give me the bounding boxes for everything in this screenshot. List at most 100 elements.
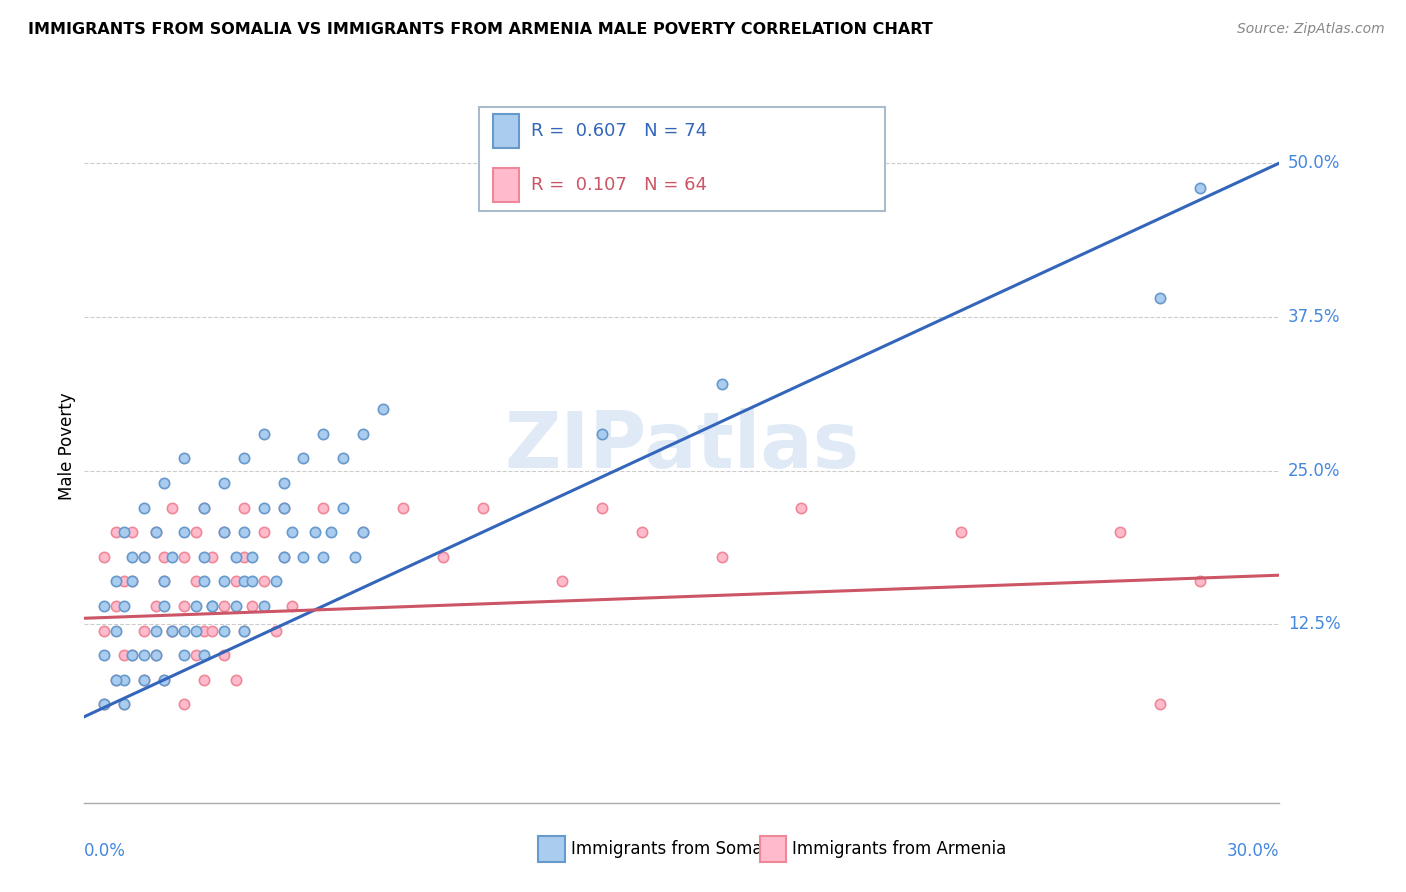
Point bbox=[352, 525, 374, 540]
Text: Immigrants from Armenia: Immigrants from Armenia bbox=[792, 840, 1007, 858]
Point bbox=[201, 624, 224, 638]
Point bbox=[93, 599, 115, 613]
Point bbox=[132, 648, 156, 662]
Point bbox=[112, 574, 135, 589]
Point bbox=[184, 648, 207, 662]
Text: 50.0%: 50.0% bbox=[1288, 154, 1340, 172]
Text: 30.0%: 30.0% bbox=[1227, 842, 1279, 860]
Point bbox=[253, 500, 276, 515]
Point bbox=[232, 500, 254, 515]
Point bbox=[93, 549, 115, 564]
Point bbox=[212, 525, 235, 540]
Point bbox=[112, 648, 135, 662]
Point bbox=[173, 624, 195, 638]
Point bbox=[105, 599, 128, 613]
Point bbox=[93, 624, 115, 638]
Point bbox=[280, 525, 302, 540]
Point bbox=[373, 402, 395, 417]
Point bbox=[173, 525, 195, 540]
Point bbox=[193, 500, 215, 515]
Point bbox=[153, 574, 176, 589]
Point bbox=[145, 525, 167, 540]
Point bbox=[232, 525, 254, 540]
Point bbox=[225, 574, 247, 589]
Point bbox=[173, 698, 195, 712]
Point bbox=[132, 549, 156, 564]
Point bbox=[392, 500, 415, 515]
Point bbox=[232, 574, 254, 589]
Text: 25.0%: 25.0% bbox=[1288, 461, 1340, 480]
Point bbox=[312, 500, 335, 515]
Text: Immigrants from Somalia: Immigrants from Somalia bbox=[571, 840, 782, 858]
Point bbox=[112, 673, 135, 687]
Point bbox=[105, 673, 128, 687]
Point bbox=[105, 624, 128, 638]
Point bbox=[132, 624, 156, 638]
Point bbox=[132, 549, 156, 564]
Point bbox=[253, 426, 276, 441]
Point bbox=[352, 426, 374, 441]
Bar bbox=[759, 837, 786, 862]
Point bbox=[153, 475, 176, 490]
Point bbox=[273, 549, 295, 564]
Point bbox=[193, 624, 215, 638]
Point bbox=[184, 574, 207, 589]
Text: IMMIGRANTS FROM SOMALIA VS IMMIGRANTS FROM ARMENIA MALE POVERTY CORRELATION CHAR: IMMIGRANTS FROM SOMALIA VS IMMIGRANTS FR… bbox=[28, 22, 932, 37]
Point bbox=[591, 426, 613, 441]
Text: ZIPatlas: ZIPatlas bbox=[505, 408, 859, 484]
Text: R =  0.107   N = 64: R = 0.107 N = 64 bbox=[531, 176, 707, 194]
Point bbox=[105, 574, 128, 589]
Point bbox=[201, 599, 224, 613]
Y-axis label: Male Poverty: Male Poverty bbox=[58, 392, 76, 500]
Point bbox=[132, 500, 156, 515]
Point bbox=[790, 500, 813, 515]
Text: 12.5%: 12.5% bbox=[1288, 615, 1340, 633]
Point bbox=[145, 648, 167, 662]
Point bbox=[153, 599, 176, 613]
Point bbox=[1188, 574, 1211, 589]
Point bbox=[1188, 180, 1211, 194]
Point bbox=[153, 673, 176, 687]
Point bbox=[201, 599, 224, 613]
Point bbox=[184, 525, 207, 540]
Point bbox=[121, 574, 143, 589]
Point bbox=[240, 549, 263, 564]
Point bbox=[312, 549, 335, 564]
Point bbox=[292, 549, 315, 564]
Point bbox=[212, 475, 235, 490]
Point bbox=[273, 549, 295, 564]
Point bbox=[253, 574, 276, 589]
Point bbox=[193, 574, 215, 589]
Point bbox=[232, 624, 254, 638]
Point bbox=[160, 624, 183, 638]
Point bbox=[332, 500, 354, 515]
Point bbox=[121, 549, 143, 564]
Text: 37.5%: 37.5% bbox=[1288, 308, 1340, 326]
Point bbox=[132, 673, 156, 687]
Point bbox=[225, 549, 247, 564]
Point bbox=[193, 549, 215, 564]
Point bbox=[304, 525, 326, 540]
Point bbox=[312, 426, 335, 441]
Point bbox=[631, 525, 654, 540]
Point bbox=[273, 500, 295, 515]
Point bbox=[145, 525, 167, 540]
Point bbox=[225, 673, 247, 687]
Point bbox=[264, 574, 287, 589]
FancyBboxPatch shape bbox=[479, 107, 886, 211]
Point bbox=[193, 648, 215, 662]
Point bbox=[232, 624, 254, 638]
Point bbox=[105, 525, 128, 540]
Point bbox=[212, 525, 235, 540]
Point bbox=[145, 648, 167, 662]
Point bbox=[112, 698, 135, 712]
Point bbox=[240, 574, 263, 589]
Point bbox=[273, 500, 295, 515]
Point bbox=[153, 549, 176, 564]
Point bbox=[173, 648, 195, 662]
Point bbox=[212, 648, 235, 662]
Point bbox=[153, 574, 176, 589]
Point bbox=[949, 525, 972, 540]
Point bbox=[121, 648, 143, 662]
Point bbox=[710, 549, 733, 564]
